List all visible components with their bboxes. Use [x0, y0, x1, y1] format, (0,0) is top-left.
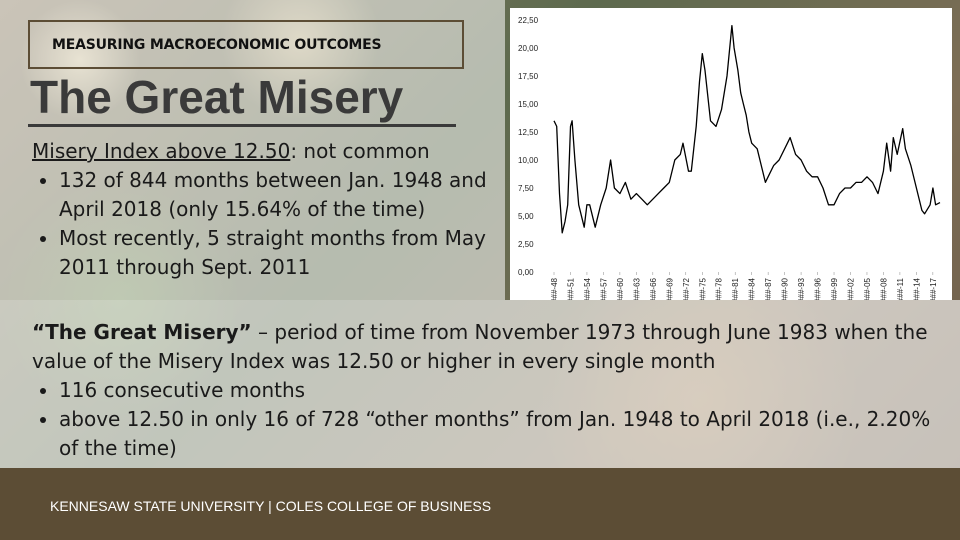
lead: “The Great Misery” – period of time from… — [32, 318, 942, 376]
bullet: 132 of 844 months between Jan. 1948 and … — [59, 166, 507, 224]
x-tick-label: ###-75 — [698, 277, 707, 300]
title-rule — [28, 124, 456, 127]
x-tick-label: ###-51 — [566, 277, 575, 300]
x-tick-label: ###-84 — [748, 277, 757, 300]
y-tick-label: 15,00 — [518, 100, 539, 109]
lead-bold: “The Great Misery” — [32, 320, 252, 344]
x-tick-label: ###-72 — [682, 277, 691, 300]
footer-text: KENNESAW STATE UNIVERSITY | COLES COLLEG… — [50, 498, 492, 514]
x-tick-label: ###-99 — [830, 277, 839, 300]
x-tick-label: ###-54 — [583, 277, 592, 300]
overlay — [0, 0, 505, 300]
bullet-list: 132 of 844 months between Jan. 1948 and … — [32, 166, 507, 282]
x-tick-label: ###-63 — [632, 277, 641, 300]
line — [553, 24, 941, 234]
y-tick-label: 5,00 — [518, 212, 534, 221]
x-tick-label: ###-66 — [649, 277, 658, 300]
x-tick-label: ###-02 — [847, 277, 856, 300]
footer: KENNESAW STATE UNIVERSITY | COLES COLLEG… — [0, 468, 960, 540]
x-tick-label: ###-11 — [896, 277, 905, 300]
x-tick-label: ###-90 — [781, 277, 790, 300]
chart: 0,00 2,50 5,00 7,50 10,00 12,50 15,00 17,50 20,0… — [510, 8, 952, 300]
top-text: Misery Index above 12.50: not common 132… — [32, 137, 507, 282]
bullet-list: 116 consecutive months above 12.50 in on… — [32, 376, 942, 463]
bullet: Most recently, 5 straight months from Ma… — [59, 224, 507, 282]
x-tick-label: ###-93 — [797, 277, 806, 300]
x-tick-label: ###-60 — [616, 277, 625, 300]
lead-rest: – period of time from November 1973 thro… — [32, 320, 928, 373]
y-tick-label: 17,50 — [518, 72, 539, 81]
bullet: 116 consecutive months — [59, 376, 942, 405]
y-tick-label: 2,50 — [518, 240, 534, 249]
y-tick-label: 12,50 — [518, 128, 539, 137]
y-tick-label: 0,00 — [518, 268, 534, 277]
bullet: above 12.50 in only 16 of 728 “other mon… — [59, 405, 942, 463]
kicker-box: MEASURING MACROECONOMIC OUTCOMES — [28, 20, 464, 69]
x-tick-label: ###-14 — [912, 277, 921, 300]
x-tick-label: ###-69 — [665, 277, 674, 300]
x-tick-label: ###-48 — [550, 277, 559, 300]
overlay — [0, 300, 960, 468]
lead: Misery Index above 12.50: not common — [32, 137, 507, 166]
title: The Great Misery — [30, 71, 404, 123]
x-tick-label: ###-57 — [599, 277, 608, 300]
kicker: MEASURING MACROECONOMIC OUTCOMES — [52, 37, 382, 53]
y-tick-label: 20,00 — [518, 44, 539, 53]
x-tick-label: ###-78 — [715, 277, 724, 300]
x-tick-label: ###-08 — [879, 277, 888, 300]
x-tick-label: ###-17 — [929, 277, 938, 300]
y-tick-label: 7,50 — [518, 184, 534, 193]
x-tick-label: ###-87 — [764, 277, 773, 300]
x-tick-label: ###-96 — [814, 277, 823, 300]
y-tick-label: 22,50 — [518, 16, 539, 25]
body-text: “The Great Misery” – period of time from… — [32, 318, 942, 463]
x-tick-label: ###-05 — [863, 277, 872, 300]
x-tick-label: ###-81 — [731, 277, 740, 300]
lead-underlined: Misery Index above 12.50 — [32, 139, 291, 163]
lead-rest: : not common — [290, 139, 430, 163]
y-tick-label: 10,00 — [518, 156, 539, 165]
